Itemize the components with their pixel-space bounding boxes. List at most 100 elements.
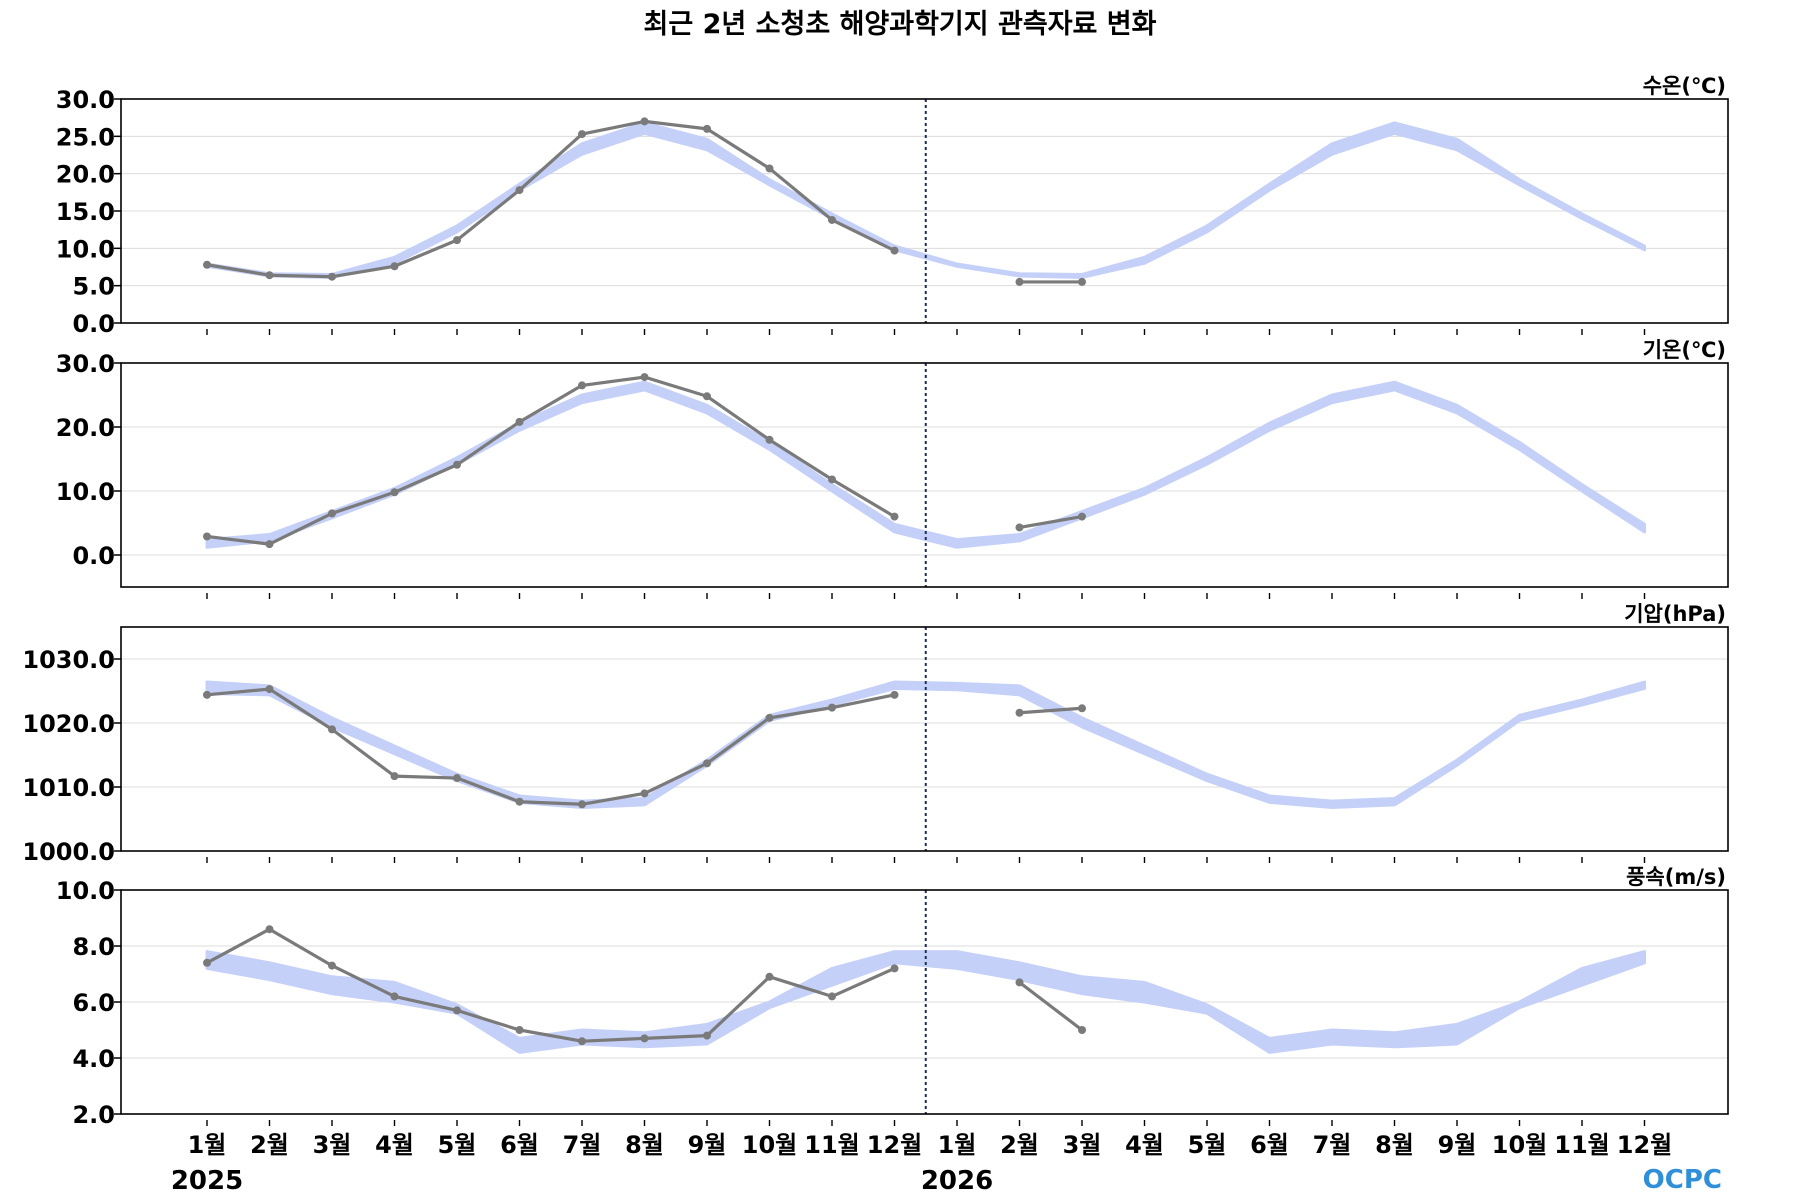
observed-line [206,927,896,1043]
observed-point [453,774,461,783]
observed-point [578,800,586,809]
xtick-label: 10월 [1492,1131,1547,1159]
panel-2: 1000.0 1010.0 1020.0 1030.0 기압(hPa) [22,602,1729,866]
xtick-label: 2월 [1000,1131,1039,1159]
observed-point [640,789,649,798]
observed-point [828,992,836,1001]
observed-point [203,690,211,699]
xtick-label: 12월 [1617,1131,1672,1159]
ytick-label: 2.0 [72,1101,115,1129]
observed-point [1078,1026,1086,1034]
observed-point [390,488,399,497]
panel-0: 0.0 5.0 10.0 15.0 20.0 25.0 30.0 수온(℃) [56,74,1729,338]
ytick-label: 30.0 [56,350,115,378]
ytick-label: 1000.0 [22,838,115,866]
observed-point [703,1031,711,1040]
observed-line [1019,706,1083,715]
xtick-label: 11월 [804,1131,859,1159]
observed-line [206,375,896,546]
observed-point [1078,277,1086,286]
ytick-label: 25.0 [56,123,115,151]
observed-point [703,124,711,133]
climatology-band [205,380,1646,549]
ytick-label: 5.0 [72,273,115,301]
observed-point [765,972,774,981]
observed-point [890,690,899,699]
observed-point [1078,512,1086,521]
panel-3: 2.0 4.0 6.0 8.0 10.0 풍속(m/s) [56,865,1729,1129]
xtick-label: 2월 [250,1131,289,1159]
observed-point [765,713,774,722]
observed-point [828,215,836,224]
observed-point [515,417,524,426]
xtick-label: 1월 [188,1131,227,1159]
xtick-label: 4월 [1125,1131,1164,1159]
year-label: 2025 [171,1166,243,1196]
observed-point [453,236,461,245]
chart-panels: 0.0 5.0 10.0 15.0 20.0 25.0 30.0 수온(℃) 0.0 10.0 20… [22,74,1729,1129]
observed-point [203,958,211,967]
observed-point [828,475,836,484]
xtick-label: 12월 [867,1131,922,1159]
observed-line [1019,515,1083,530]
observed-point [578,1037,586,1046]
panel-label: 수온(℃) [1643,74,1726,98]
observed-point [265,685,274,694]
observed-point [703,392,711,401]
observed-point [890,246,899,255]
observed-point [765,435,774,444]
observed-line [1018,981,1083,1032]
observed-point [640,1034,649,1043]
panel-label: 풍속(m/s) [1626,865,1726,889]
observed-point [265,540,274,549]
observed-point [390,262,399,271]
xtick-label: 8월 [1375,1131,1414,1159]
panel-frame [120,626,1729,852]
xtick-label: 7월 [563,1131,602,1159]
ytick-label: 10.0 [56,478,115,506]
observed-point [328,725,336,734]
xtick-label: 6월 [500,1131,539,1159]
observed-point [1015,708,1024,717]
observed-point [515,1026,524,1034]
panel-frame [120,362,1729,588]
observed-point [765,164,774,173]
observed-point [828,703,836,712]
observed-line [206,687,895,806]
observed-point [515,186,524,195]
observed-point [265,925,274,934]
observed-point [640,373,649,382]
ytick-label: 20.0 [56,161,115,189]
observed-point [328,272,336,281]
observed-point [328,961,336,970]
climatology-band [205,121,1646,279]
x-axis: 1월 2월 3월 4월 5월 6월 7월 8월 9월 10월 11월 12월 1월 2월 3월 4월 5월 6월 7… [171,1131,1672,1196]
observed-point [640,117,649,126]
ytick-label: 6.0 [72,989,115,1017]
logo-text: OCPC [1643,1165,1722,1195]
xtick-label: 5월 [1188,1131,1227,1159]
ytick-label: 1010.0 [22,774,115,802]
observed-point [390,992,399,1001]
xtick-label: 7월 [1313,1131,1352,1159]
ytick-label: 30.0 [56,86,115,114]
observed-point [328,509,336,518]
panel-label: 기압(hPa) [1624,602,1726,626]
ocpc-logo: OCPC [1643,1165,1722,1195]
xtick-label: 9월 [1438,1131,1477,1159]
xtick-label: 11월 [1554,1131,1609,1159]
climatology-band [205,950,1646,1054]
ytick-label: 10.0 [56,235,115,263]
observed-point [1015,277,1024,286]
observed-point [203,260,211,269]
xtick-label: 8월 [625,1131,664,1159]
ytick-label: 10.0 [56,877,115,905]
observed-point [1078,704,1086,713]
observed-point [1015,978,1024,987]
ytick-label: 0.0 [72,310,115,338]
xtick-label: 9월 [688,1131,727,1159]
xtick-label: 5월 [438,1131,477,1159]
ytick-label: 8.0 [72,933,115,961]
ytick-label: 4.0 [72,1045,115,1073]
